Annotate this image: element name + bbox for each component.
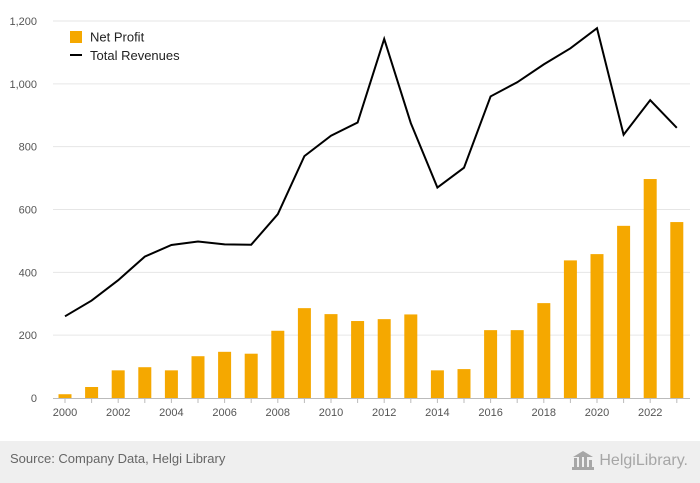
x-tick-label: 2002: [106, 407, 130, 419]
x-tick-label: 2004: [159, 407, 183, 419]
net-profit-bar: [351, 321, 365, 398]
gridlines: [53, 20, 690, 336]
x-tick-label: 2014: [425, 407, 449, 419]
net-profit-bars: [58, 179, 684, 398]
x-tick-label: 2012: [372, 407, 396, 419]
legend-label-net-profit: Net Profit: [90, 30, 145, 45]
net-profit-bar: [138, 367, 152, 398]
net-profit-bar: [218, 351, 232, 398]
net-profit-bar: [590, 254, 604, 398]
net-profit-bar: [58, 394, 72, 398]
x-axis: 2000 2002 2004 2006 2008 2010 2012 2014 2016 2018…: [53, 398, 690, 419]
net-profit-bar: [563, 260, 577, 398]
y-tick-label: 600: [19, 205, 37, 217]
net-profit-bar: [244, 353, 258, 398]
net-profit-bar: [457, 369, 471, 398]
net-profit-bar: [670, 222, 684, 398]
x-tick-label: 2010: [319, 407, 343, 419]
net-profit-bar: [297, 308, 311, 398]
x-tick-label: 2008: [266, 407, 290, 419]
brand-name: HelgiLibrary.: [599, 452, 688, 469]
net-profit-bar: [271, 330, 285, 398]
source-note: Source: Company Data, Helgi Library: [10, 451, 226, 466]
chart: 0 200 400 600 800 1,000 1,200 2000 2002 2004 2006…: [9, 16, 690, 419]
y-tick-label: 200: [19, 330, 37, 342]
net-profit-bar: [85, 387, 99, 398]
net-profit-bar: [111, 370, 125, 398]
legend: Net Profit Total Revenues: [70, 30, 180, 63]
legend-swatch-net-profit: [70, 31, 82, 43]
footer: Source: Company Data, Helgi Library Helg…: [0, 441, 700, 483]
net-profit-bar: [430, 370, 444, 398]
helgi-library-logo[interactable]: HelgiLibrary.: [571, 449, 688, 473]
net-profit-bar: [191, 356, 205, 398]
net-profit-bar: [537, 303, 551, 398]
y-tick-label: 800: [19, 142, 37, 154]
x-tick-label: 2018: [532, 407, 556, 419]
net-profit-bar: [377, 319, 391, 398]
x-tick-label: 2020: [585, 407, 609, 419]
legend-label-total-revenues: Total Revenues: [90, 48, 180, 63]
x-tick-label: 2000: [53, 407, 77, 419]
library-building-icon: [572, 451, 595, 470]
net-profit-bar: [324, 314, 338, 398]
y-tick-label: 1,200: [9, 16, 37, 28]
net-profit-bar: [510, 330, 524, 398]
x-tick-label: 2022: [638, 407, 662, 419]
total-revenues-series: [64, 26, 678, 318]
net-profit-bar: [617, 225, 631, 398]
x-tick-label: 2016: [478, 407, 502, 419]
net-profit-bar: [643, 179, 657, 398]
net-profit-bar: [164, 370, 178, 398]
total-revenues-line: [64, 26, 678, 318]
y-tick-label: 400: [19, 267, 37, 279]
y-axis-tick-labels: 0 200 400 600 800 1,000 1,200: [9, 16, 37, 405]
y-tick-label: 1,000: [9, 79, 37, 91]
x-tick-label: 2006: [212, 407, 236, 419]
net-profit-bar: [484, 330, 498, 398]
net-profit-bar: [404, 314, 418, 398]
y-tick-label: 0: [31, 393, 37, 405]
